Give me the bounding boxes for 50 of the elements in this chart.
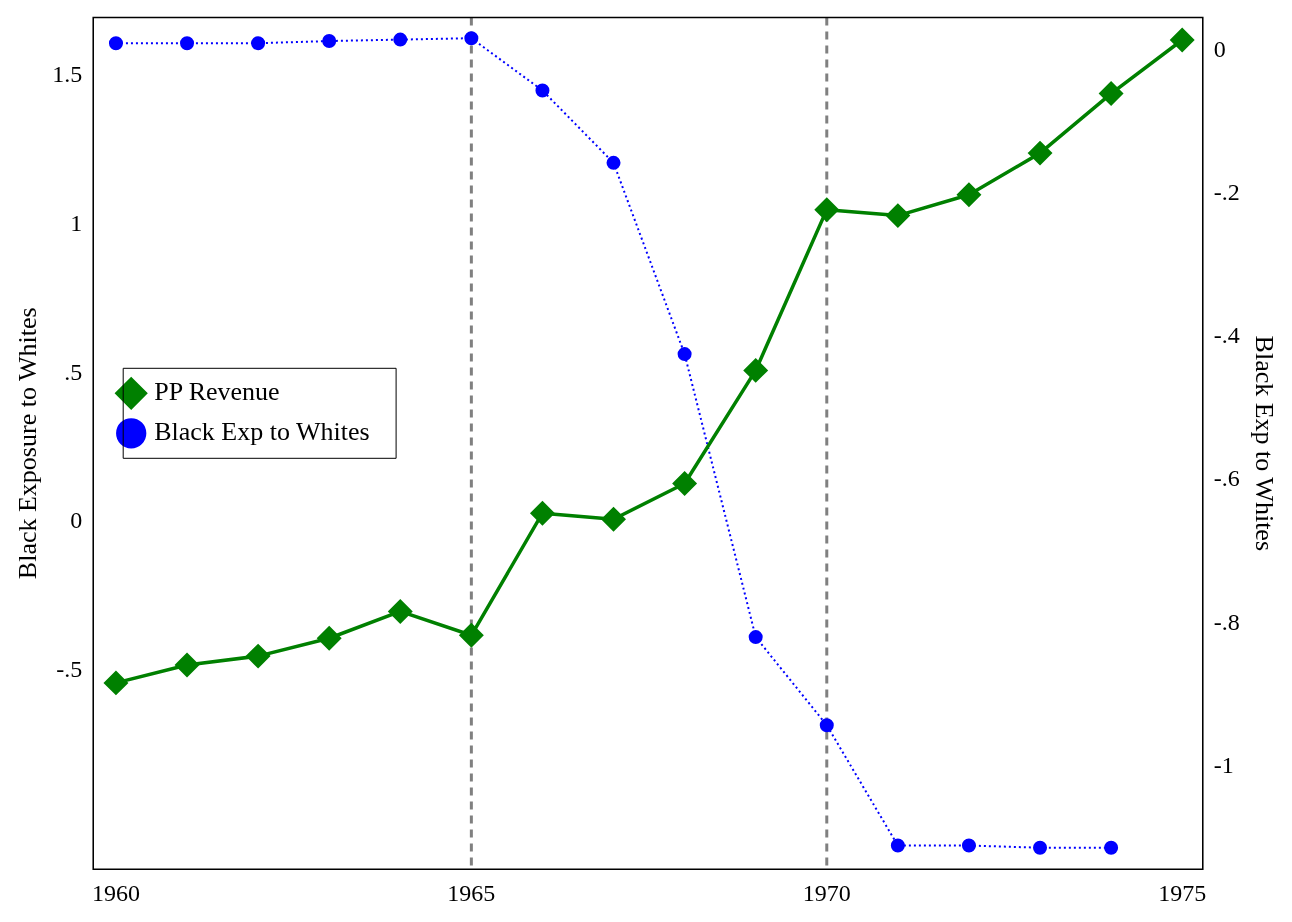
point: [322, 34, 337, 49]
y2-tick-label: -.4: [1213, 322, 1240, 349]
point: [393, 32, 408, 47]
y-axis-title: Black Exposure to Whites: [13, 307, 43, 580]
point: [890, 838, 905, 853]
point: [104, 671, 128, 695]
point: [672, 471, 697, 496]
point: [677, 347, 692, 362]
x-tick-label: 1965: [447, 879, 496, 906]
y-tick-label: 1: [70, 209, 83, 236]
point: [748, 630, 763, 645]
y2-tick-label: -1: [1213, 752, 1234, 779]
point: [957, 183, 981, 207]
point: [819, 718, 834, 733]
point: [530, 501, 555, 525]
point: [1099, 81, 1123, 106]
x-tick-label: 1970: [802, 879, 851, 906]
y-tick-label: 1.5: [52, 61, 83, 88]
legend-label: PP Revenue: [154, 377, 280, 407]
point: [961, 838, 976, 853]
point: [815, 197, 839, 222]
y-tick-label: .5: [64, 358, 83, 385]
point: [886, 203, 910, 228]
point: [1028, 141, 1052, 165]
point: [175, 653, 199, 677]
point: [1104, 840, 1119, 855]
legend-label: Black Exp to Whites: [154, 417, 370, 447]
point: [251, 36, 266, 51]
y2-tick-label: -.6: [1213, 465, 1240, 492]
point: [743, 358, 768, 383]
y2-tick-label: 0: [1213, 35, 1226, 62]
point: [601, 507, 626, 531]
point: [1170, 28, 1194, 52]
point: [246, 644, 270, 668]
point: [1033, 840, 1048, 855]
point: [317, 626, 341, 650]
x-tick-label: 1960: [91, 879, 140, 906]
point: [606, 155, 621, 170]
point: [108, 36, 123, 51]
x-tick-label: 1975: [1158, 879, 1207, 906]
point: [388, 599, 413, 624]
y2-tick-label: -.8: [1213, 608, 1240, 635]
y2-axis-title: Black Exp to Whites: [1249, 335, 1279, 552]
y-tick-label: 0: [70, 507, 83, 534]
y-tick-label: -.5: [56, 656, 83, 683]
point: [535, 83, 550, 98]
point: [180, 36, 195, 51]
point: [464, 31, 479, 46]
y2-tick-label: -.2: [1213, 178, 1240, 205]
point: [459, 623, 484, 648]
